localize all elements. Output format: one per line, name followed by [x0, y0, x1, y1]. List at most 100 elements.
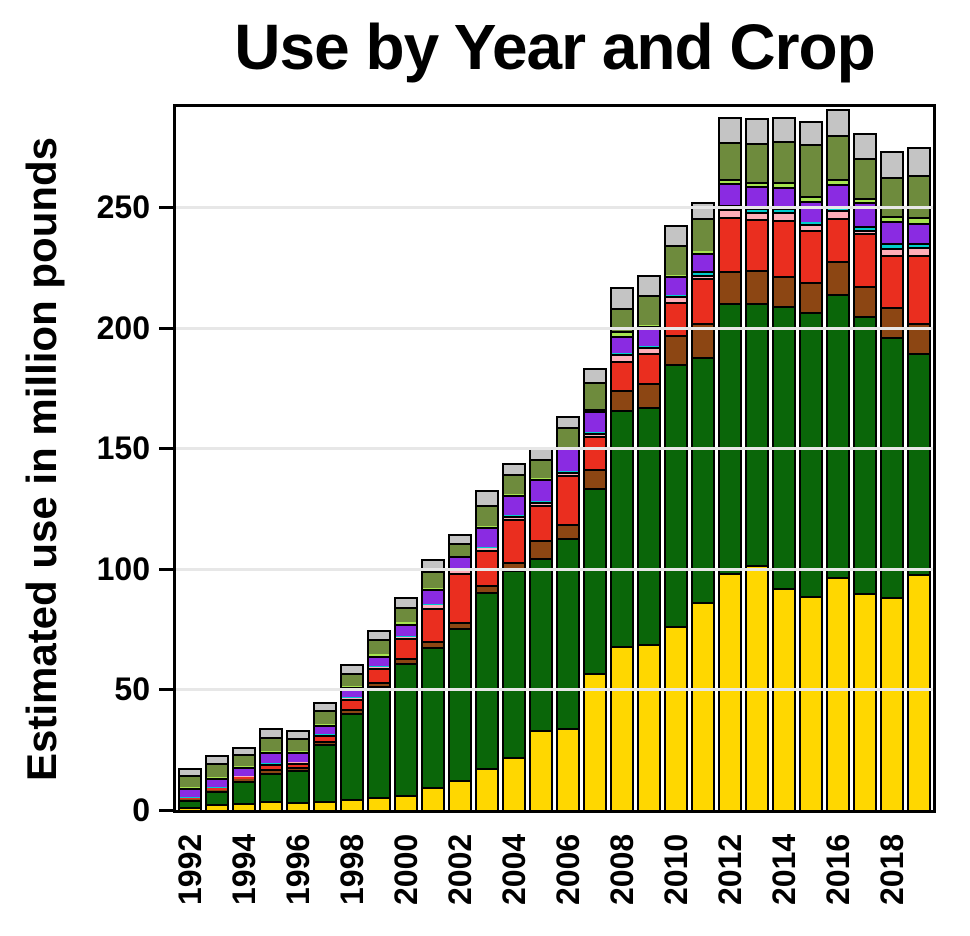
- segment-dark-green-1992: [179, 800, 200, 807]
- segment-red-2001: [422, 607, 443, 642]
- segment-dark-green-2007: [585, 488, 606, 673]
- segment-yellow-2017: [855, 592, 876, 810]
- bar-2007: [583, 368, 608, 810]
- segment-cyan-2011: [693, 271, 714, 276]
- segment-brown-2007: [585, 469, 606, 489]
- segment-gray-2017: [855, 134, 876, 158]
- segment-purple-2004: [503, 494, 524, 516]
- segment-purple-2003: [476, 527, 497, 547]
- segment-yellow-2016: [828, 577, 849, 810]
- segment-dark-green-2002: [449, 628, 470, 781]
- bar-2016: [826, 109, 851, 810]
- segment-red-2012: [720, 216, 741, 271]
- segment-green-yellow-2010: [666, 275, 687, 277]
- segment-pink-1998: [341, 697, 362, 699]
- segment-pink-2016: [828, 210, 849, 218]
- segment-gray-1996: [287, 731, 308, 739]
- segment-purple-2011: [693, 253, 714, 272]
- segment-purple-1995: [260, 751, 281, 764]
- segment-yellow-1997: [314, 800, 335, 810]
- segment-dark-green-1995: [260, 772, 281, 801]
- segment-yellow-1999: [368, 797, 389, 810]
- x-tick-label-2004: 2004: [495, 833, 532, 905]
- segment-red-2005: [530, 505, 551, 541]
- segment-pink-2000: [395, 636, 416, 638]
- segment-olive-2009: [639, 294, 660, 325]
- segment-gray-2001: [422, 560, 443, 571]
- segment-brown-2008: [612, 389, 633, 410]
- bar-2010: [664, 224, 689, 810]
- segment-dark-green-2006: [558, 538, 579, 729]
- segment-cyan-2004: [503, 515, 524, 517]
- bar-1993: [204, 755, 229, 810]
- bar-1992: [177, 767, 202, 810]
- segment-dark-green-2015: [801, 311, 822, 596]
- segment-brown-1997: [314, 741, 335, 744]
- segment-green-yellow-1996: [287, 750, 308, 752]
- bar-2006: [556, 415, 581, 810]
- bar-2014: [772, 116, 797, 810]
- segment-brown-1998: [341, 709, 362, 713]
- segment-purple-1992: [179, 788, 200, 798]
- segment-pink-2004: [503, 516, 524, 520]
- y-tick-50: [159, 688, 173, 691]
- segment-olive-2008: [612, 307, 633, 332]
- segment-purple-2002: [449, 556, 470, 571]
- segment-gray-2016: [828, 111, 849, 135]
- segment-yellow-2003: [476, 768, 497, 810]
- segment-dark-green-2008: [612, 409, 633, 647]
- segment-cyan-2010: [666, 294, 687, 297]
- segment-purple-1993: [206, 777, 227, 788]
- segment-red-2002: [449, 573, 470, 622]
- segment-dark-green-2013: [747, 302, 768, 565]
- segment-brown-1999: [368, 681, 389, 687]
- bar-1995: [258, 727, 283, 810]
- segment-olive-1993: [206, 763, 227, 777]
- segment-olive-2011: [693, 217, 714, 251]
- segment-purple-2018: [882, 221, 903, 244]
- segment-red-2008: [612, 360, 633, 390]
- segment-gray-1992: [179, 769, 200, 775]
- segment-red-2014: [774, 220, 795, 276]
- bar-2005: [528, 447, 553, 810]
- segment-gray-2007: [585, 370, 606, 383]
- segment-brown-2018: [882, 306, 903, 337]
- segment-purple-2016: [828, 183, 849, 207]
- bar-1996: [285, 729, 310, 810]
- bar-2004: [501, 462, 526, 810]
- segment-yellow-2015: [801, 596, 822, 810]
- segment-red-2017: [855, 233, 876, 287]
- segment-gray-2014: [774, 118, 795, 142]
- segment-purple-1999: [368, 655, 389, 667]
- segment-olive-2015: [801, 143, 822, 196]
- segment-yellow-2001: [422, 787, 443, 810]
- y-tick-label-50: 50: [114, 671, 150, 708]
- segment-cyan-2007: [585, 431, 606, 433]
- segment-dark-green-2016: [828, 294, 849, 578]
- x-tick-label-1996: 1996: [279, 833, 316, 905]
- segment-olive-1995: [260, 736, 281, 752]
- segment-dark-green-1997: [314, 743, 335, 801]
- bar-2000: [393, 596, 418, 810]
- segment-olive-2003: [476, 504, 497, 527]
- segment-olive-2005: [530, 458, 551, 479]
- segment-purple-1997: [314, 724, 335, 735]
- bar-2012: [718, 116, 743, 810]
- segment-gray-2009: [639, 276, 660, 295]
- segment-pink-2013: [747, 212, 768, 220]
- segment-brown-2005: [530, 540, 551, 559]
- segment-green-yellow-2003: [476, 526, 497, 528]
- segment-yellow-2007: [585, 672, 606, 810]
- segment-pink-2005: [530, 502, 551, 506]
- bar-1999: [366, 630, 391, 810]
- segment-olive-2000: [395, 606, 416, 623]
- segment-pink-2009: [639, 347, 660, 353]
- segment-gray-2002: [449, 535, 470, 543]
- segment-gray-1993: [206, 757, 227, 764]
- segment-dark-green-2010: [666, 363, 687, 627]
- segment-purple-2019: [909, 222, 930, 243]
- segment-green-yellow-2005: [530, 478, 551, 480]
- segment-green-yellow-2015: [801, 195, 822, 201]
- bar-2003: [474, 490, 499, 810]
- x-tick-label-2012: 2012: [712, 833, 749, 905]
